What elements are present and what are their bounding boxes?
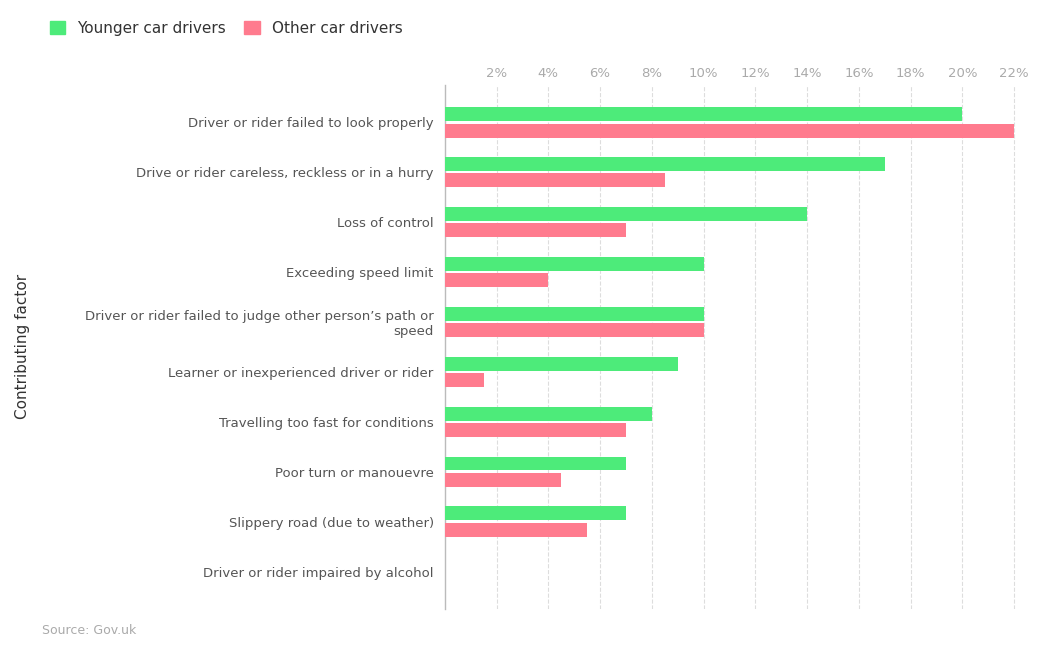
Text: Source: Gov.uk: Source: Gov.uk	[42, 624, 136, 637]
Bar	[445, 307, 704, 320]
Bar	[445, 107, 962, 121]
Bar	[445, 407, 652, 421]
Bar	[445, 224, 626, 237]
Bar	[445, 423, 626, 437]
Bar	[445, 373, 483, 387]
Legend: Younger car drivers, Other car drivers: Younger car drivers, Other car drivers	[50, 21, 403, 36]
Bar	[445, 257, 704, 271]
Bar	[445, 357, 677, 370]
Bar	[445, 273, 549, 287]
Bar	[445, 124, 1014, 138]
Bar	[445, 207, 807, 221]
Y-axis label: Contributing factor: Contributing factor	[15, 274, 30, 419]
Bar	[445, 174, 665, 187]
Bar	[445, 506, 626, 521]
Bar	[445, 157, 885, 171]
Bar	[445, 456, 626, 471]
Bar	[445, 323, 704, 337]
Bar	[445, 523, 588, 537]
Bar	[445, 473, 561, 487]
